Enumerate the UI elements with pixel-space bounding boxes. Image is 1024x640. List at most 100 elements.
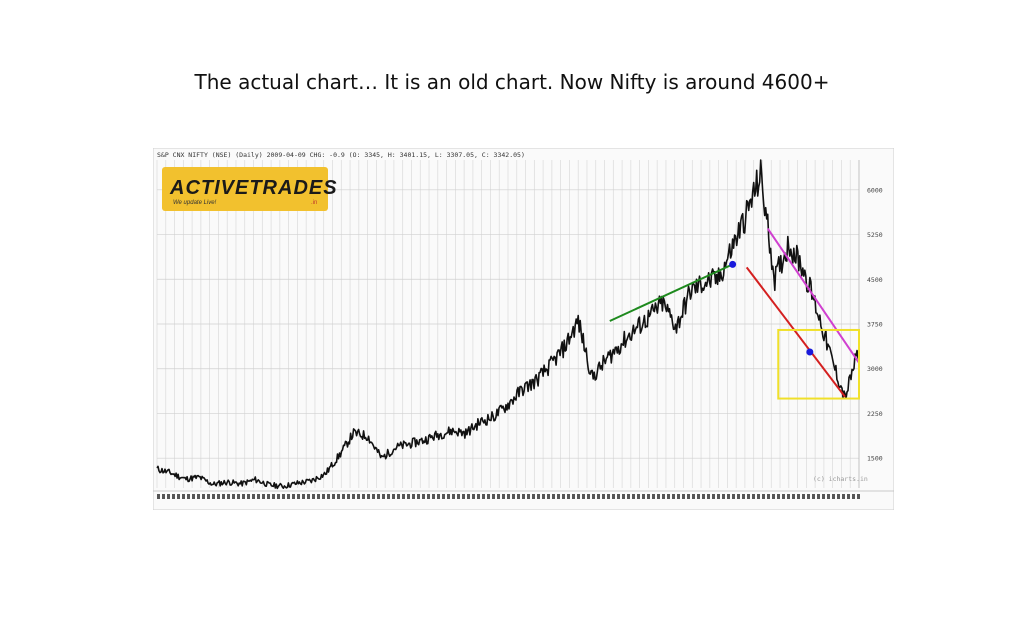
- x-tick-mark: [687, 494, 690, 499]
- x-tick-mark: [627, 494, 630, 499]
- x-tick-mark: [417, 494, 420, 499]
- x-tick-mark: [307, 494, 310, 499]
- x-tick-mark: [202, 494, 205, 499]
- logo-background: [162, 167, 328, 211]
- x-tick-mark: [732, 494, 735, 499]
- x-tick-mark: [317, 494, 320, 499]
- x-tick-mark: [332, 494, 335, 499]
- x-tick-mark: [837, 494, 840, 499]
- chart-svg: S&P CNX NIFTY (NSE) (Daily) 2009-04-09 C…: [152, 147, 895, 511]
- x-tick-mark: [377, 494, 380, 499]
- y-tick-label: 3000: [867, 365, 883, 373]
- x-tick-mark: [702, 494, 705, 499]
- price-line: [156, 159, 860, 490]
- x-tick-mark: [667, 494, 670, 499]
- nifty-chart: S&P CNX NIFTY (NSE) (Daily) 2009-04-09 C…: [152, 147, 895, 511]
- x-tick-mark: [177, 494, 180, 499]
- x-tick-mark: [617, 494, 620, 499]
- x-tick-mark: [857, 494, 860, 499]
- x-tick-mark: [717, 494, 720, 499]
- price-series: [156, 159, 860, 490]
- x-tick-mark: [682, 494, 685, 499]
- x-tick-mark: [207, 494, 210, 499]
- x-tick-mark: [457, 494, 460, 499]
- x-tick-mark: [397, 494, 400, 499]
- x-tick-mark: [507, 494, 510, 499]
- x-tick-mark: [777, 494, 780, 499]
- x-tick-mark: [407, 494, 410, 499]
- x-tick-mark: [812, 494, 815, 499]
- x-tick-mark: [492, 494, 495, 499]
- logo-suffix: .in: [311, 200, 317, 206]
- x-tick-mark: [822, 494, 825, 499]
- logo-tagline: We update Live!: [173, 200, 217, 206]
- x-tick-mark: [552, 494, 555, 499]
- x-tick-mark: [237, 494, 240, 499]
- y-tick-label: 6000: [867, 186, 883, 194]
- x-tick-mark: [537, 494, 540, 499]
- x-tick-mark: [477, 494, 480, 499]
- x-tick-mark: [427, 494, 430, 499]
- x-tick-mark: [762, 494, 765, 499]
- x-tick-mark: [387, 494, 390, 499]
- x-tick-mark: [817, 494, 820, 499]
- x-tick-mark: [487, 494, 490, 499]
- x-tick-mark: [162, 494, 165, 499]
- x-tick-mark: [182, 494, 185, 499]
- x-tick-mark: [502, 494, 505, 499]
- x-tick-mark: [707, 494, 710, 499]
- x-tick-mark: [462, 494, 465, 499]
- x-tick-mark: [742, 494, 745, 499]
- x-tick-mark: [422, 494, 425, 499]
- x-tick-mark: [622, 494, 625, 499]
- x-tick-mark: [392, 494, 395, 499]
- x-tick-mark: [267, 494, 270, 499]
- chart-annotations: [609, 228, 861, 400]
- x-tick-mark: [652, 494, 655, 499]
- x-tick-mark: [157, 494, 160, 499]
- x-tick-mark: [447, 494, 450, 499]
- x-tick-mark: [592, 494, 595, 499]
- x-tick-mark: [827, 494, 830, 499]
- x-tick-mark: [852, 494, 855, 499]
- x-tick-mark: [452, 494, 455, 499]
- x-tick-mark: [517, 494, 520, 499]
- x-tick-mark: [802, 494, 805, 499]
- x-tick-mark: [842, 494, 845, 499]
- x-tick-mark: [342, 494, 345, 499]
- x-tick-mark: [362, 494, 365, 499]
- x-tick-mark: [472, 494, 475, 499]
- y-tick-label: 2250: [867, 410, 883, 418]
- x-tick-mark: [512, 494, 515, 499]
- page-caption: The actual chart… It is an old chart. No…: [194, 70, 830, 94]
- x-tick-mark: [302, 494, 305, 499]
- y-tick-label: 1500: [867, 455, 883, 463]
- x-tick-mark: [287, 494, 290, 499]
- trendline: [766, 228, 860, 364]
- x-tick-mark: [782, 494, 785, 499]
- x-tick-mark: [752, 494, 755, 499]
- x-tick-mark: [697, 494, 700, 499]
- x-tick-mark: [192, 494, 195, 499]
- x-tick-mark: [602, 494, 605, 499]
- x-tick-mark: [722, 494, 725, 499]
- x-tick-mark: [612, 494, 615, 499]
- x-tick-mark: [632, 494, 635, 499]
- x-tick-mark: [567, 494, 570, 499]
- x-tick-mark: [562, 494, 565, 499]
- x-tick-mark: [197, 494, 200, 499]
- x-tick-mark: [547, 494, 550, 499]
- chart-header: S&P CNX NIFTY (NSE) (Daily) 2009-04-09 C…: [157, 151, 525, 159]
- x-tick-mark: [677, 494, 680, 499]
- x-tick-mark: [382, 494, 385, 499]
- x-tick-mark: [402, 494, 405, 499]
- y-tick-label: 3750: [867, 321, 883, 329]
- x-tick-mark: [357, 494, 360, 499]
- x-tick-mark: [262, 494, 265, 499]
- x-tick-mark: [257, 494, 260, 499]
- x-tick-mark: [712, 494, 715, 499]
- x-tick-mark: [642, 494, 645, 499]
- x-tick-mark: [322, 494, 325, 499]
- x-tick-mark: [542, 494, 545, 499]
- x-tick-mark: [772, 494, 775, 499]
